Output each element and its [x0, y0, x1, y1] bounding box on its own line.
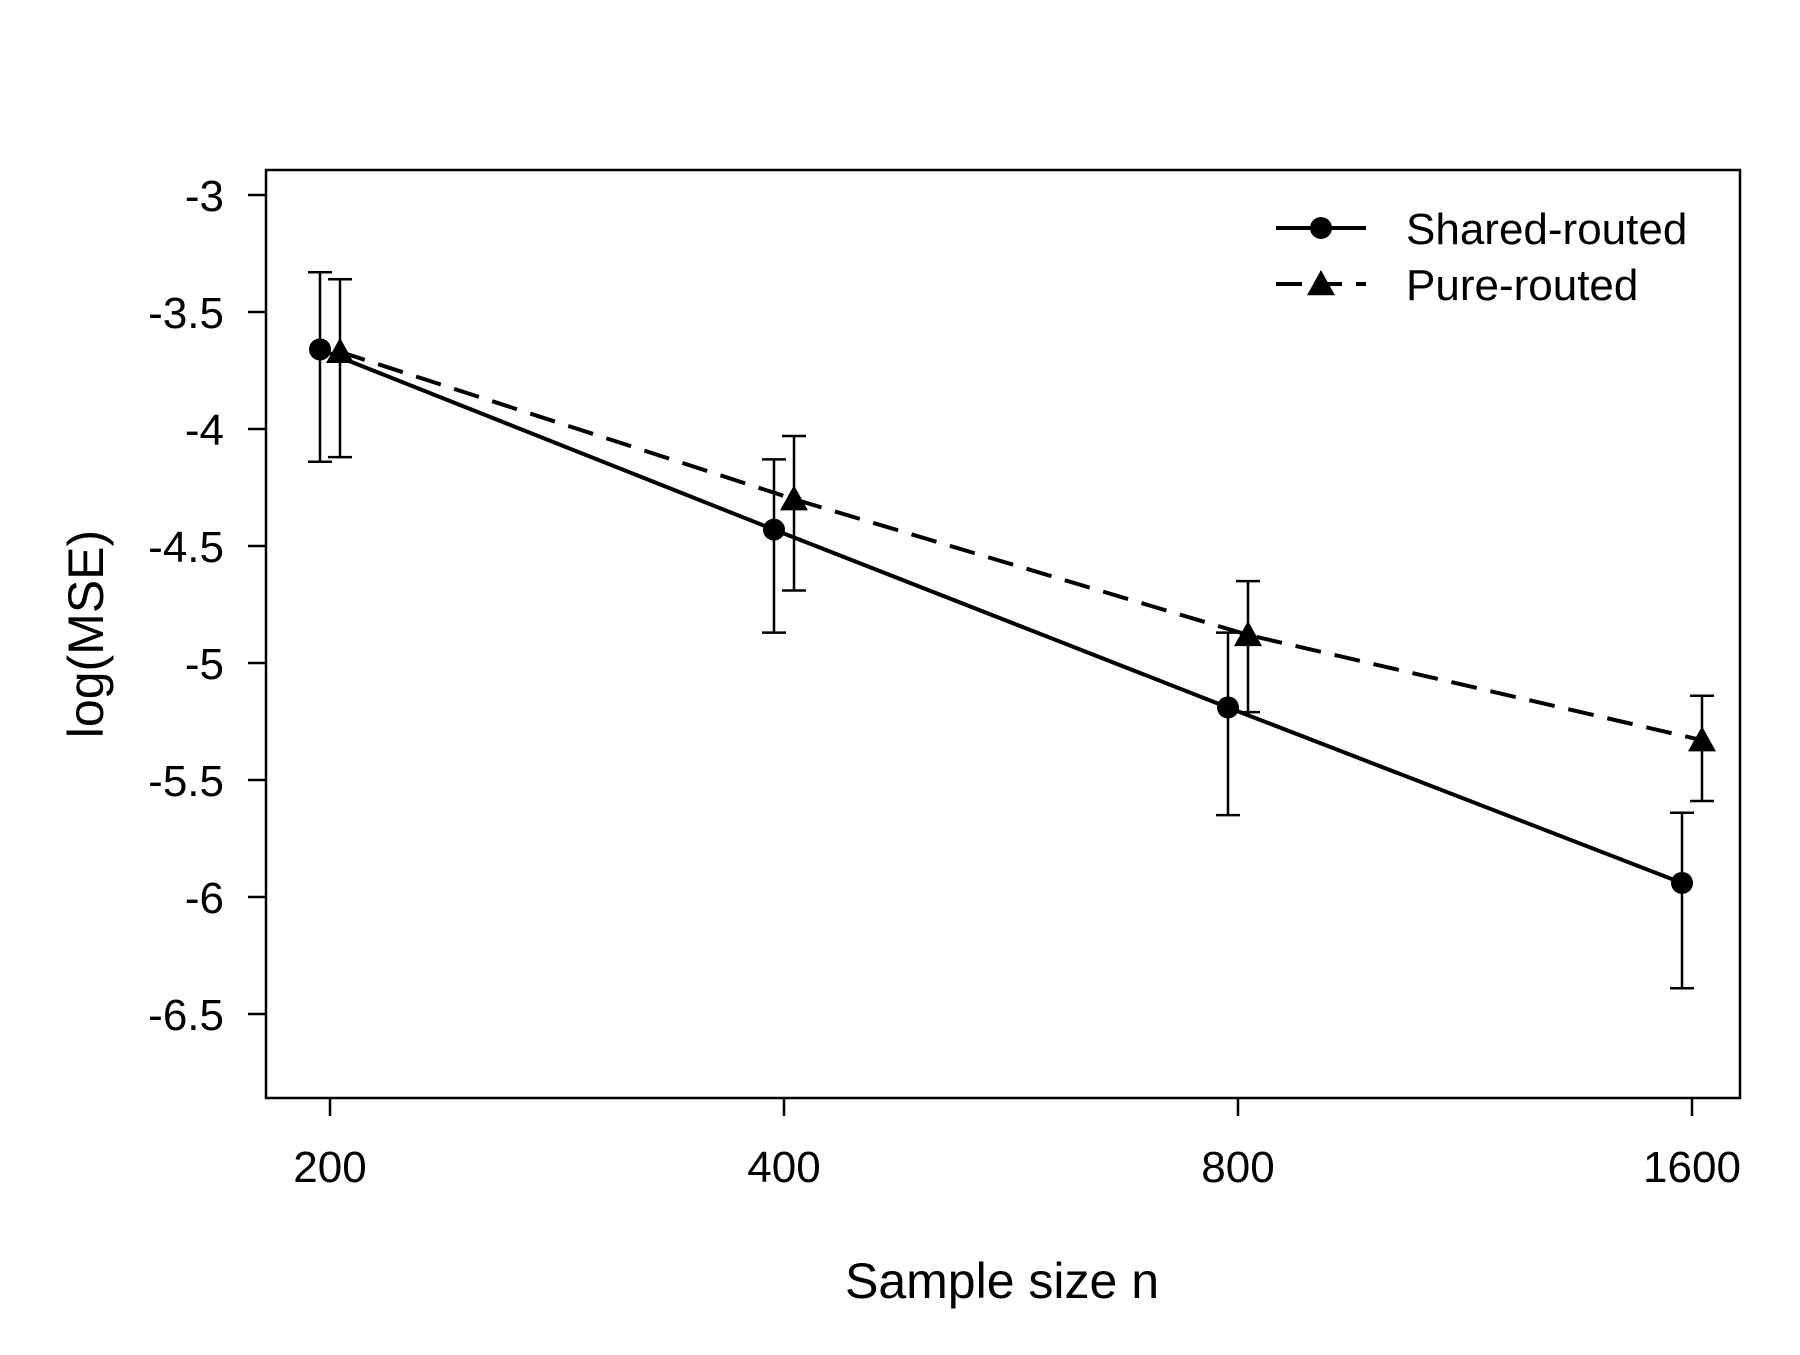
series-line — [319, 347, 1683, 885]
x-tick-label: 800 — [1201, 1143, 1274, 1192]
y-axis: -3 -3.5 -4 -4.5 -5 -5.5 -6 -6.5 — [148, 172, 266, 1040]
data-point — [763, 518, 785, 541]
y-tick-label: -5 — [185, 640, 224, 689]
data-point — [326, 337, 354, 363]
series-layer — [308, 270, 1716, 990]
legend-label: Shared-routed — [1406, 205, 1687, 254]
data-point — [1217, 696, 1239, 719]
y-tick-label: -4.5 — [148, 523, 224, 572]
x-tick-label: 400 — [747, 1143, 820, 1192]
data-point — [1234, 620, 1262, 647]
y-tick-label: -4 — [185, 406, 224, 455]
y-tick-label: -6.5 — [148, 991, 224, 1040]
data-point — [309, 338, 331, 361]
legend: Shared-routed Pure-routed — [1276, 205, 1687, 310]
legend-label: Pure-routed — [1406, 261, 1638, 310]
y-tick-label: -5.5 — [148, 757, 224, 806]
x-tick-label: 1600 — [1643, 1143, 1741, 1192]
legend-marker — [1307, 270, 1335, 296]
plot-frame — [264, 168, 1742, 1100]
y-axis-label: log(MSE) — [58, 530, 114, 738]
x-axis: 200 400 800 1600 — [293, 1098, 1741, 1192]
y-tick-label: -3.5 — [148, 289, 224, 338]
y-tick-label: -3 — [185, 172, 224, 221]
x-tick-label: 200 — [293, 1143, 366, 1192]
series-line — [339, 349, 1703, 743]
x-axis-label: Sample size n — [845, 1253, 1159, 1309]
legend-marker — [1310, 217, 1332, 239]
data-point — [780, 485, 808, 511]
y-tick-label: -6 — [185, 874, 224, 923]
data-point — [1671, 871, 1693, 894]
data-point — [1688, 726, 1716, 752]
